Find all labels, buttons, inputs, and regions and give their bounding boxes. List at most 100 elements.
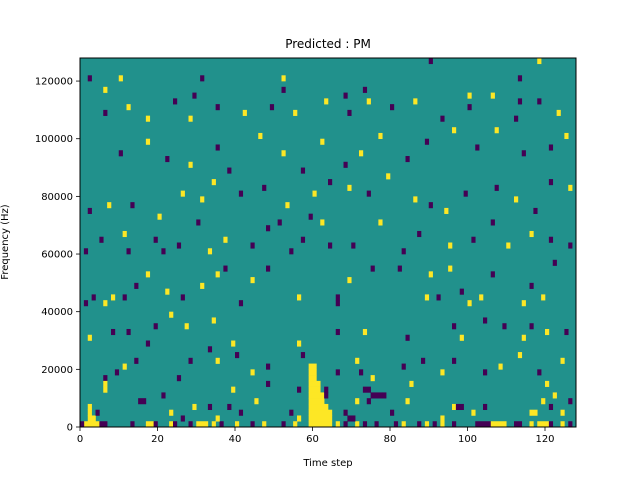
heatmap-cell	[556, 109, 561, 116]
heatmap-cell	[537, 98, 542, 105]
heatmap-cell	[134, 282, 139, 289]
y-tick-label: 100000	[35, 134, 73, 145]
heatmap-cell	[235, 352, 240, 359]
heatmap-cell	[436, 294, 441, 301]
heatmap-cell	[122, 230, 127, 238]
heatmap-cell	[355, 398, 360, 405]
heatmap-cell	[424, 138, 430, 145]
heatmap-cell	[401, 421, 406, 428]
heatmap-cell	[548, 403, 554, 411]
chart-title: Predicted : PM	[285, 37, 371, 51]
heatmap-cell	[254, 398, 259, 405]
heatmap-cell	[533, 207, 538, 214]
heatmap-cell	[517, 352, 523, 359]
heatmap-cell	[324, 98, 329, 105]
heatmap-cell	[227, 403, 232, 411]
heatmap-cell	[211, 179, 216, 186]
heatmap-cell	[545, 328, 550, 336]
heatmap-cell	[370, 265, 375, 272]
heatmap-cell	[366, 190, 371, 197]
heatmap-cell	[355, 421, 360, 428]
heatmap-cell	[99, 236, 104, 243]
heatmap-cell	[145, 115, 151, 122]
heatmap-cell	[483, 317, 488, 324]
heatmap-cell	[452, 403, 457, 411]
heatmap-cell	[440, 369, 445, 376]
heatmap-cell	[444, 207, 449, 214]
heatmap-cell	[87, 75, 92, 82]
heatmap-cell	[494, 127, 499, 134]
heatmap-cell	[320, 219, 325, 226]
heatmap-cell	[560, 421, 565, 428]
heatmap-cell	[235, 421, 240, 428]
heatmap-cell	[424, 294, 430, 301]
heatmap-cell	[231, 386, 236, 393]
heatmap-cell	[548, 179, 554, 186]
heatmap-cell	[266, 265, 271, 272]
heatmap-cell	[130, 202, 135, 209]
heatmap-cell	[568, 184, 573, 191]
heatmap-cell	[475, 144, 480, 151]
heatmap-cell	[359, 150, 364, 157]
heatmap-cell	[452, 421, 457, 428]
heatmap-cell	[300, 167, 306, 174]
heatmap-cell	[378, 132, 383, 140]
heatmap-cell	[490, 421, 507, 428]
heatmap-cell	[180, 294, 185, 301]
heatmap-cell	[440, 415, 445, 422]
heatmap-cell	[335, 300, 340, 307]
y-tick-label: 60000	[41, 250, 73, 261]
x-axis: 0 20 40 60 80 100 120	[77, 427, 555, 445]
heatmap-cell	[281, 86, 286, 93]
heatmap-cell	[347, 415, 356, 422]
heatmap-cell	[165, 156, 170, 163]
y-tick-label: 120000	[35, 77, 73, 88]
heatmap-cell	[250, 277, 255, 284]
heatmap-cell	[498, 363, 503, 370]
heatmap-cell	[238, 190, 244, 197]
x-tick-label: 80	[384, 434, 397, 445]
heatmap-cell	[157, 213, 162, 220]
heatmap-cell	[207, 346, 213, 353]
heatmap-cell	[227, 167, 232, 174]
heatmap-cell	[463, 190, 468, 197]
heatmap-cell	[506, 242, 511, 249]
heatmap-cell	[250, 421, 255, 428]
heatmap-cell	[405, 156, 410, 163]
heatmap-cell	[417, 230, 422, 238]
heatmap-cell	[242, 109, 247, 116]
heatmap-cell	[200, 196, 205, 203]
heatmap-cell	[297, 386, 302, 393]
heatmap-cell	[452, 357, 457, 364]
heatmap-cell	[87, 403, 92, 411]
heatmap-cell	[335, 294, 340, 301]
heatmap-cell	[428, 202, 433, 209]
x-tick-label: 120	[535, 434, 554, 445]
heatmap-cell	[103, 386, 108, 393]
heatmap-cell	[568, 421, 573, 428]
heatmap-cell	[490, 271, 495, 278]
heatmap-cell	[308, 421, 333, 428]
heatmap-cell	[297, 294, 302, 301]
x-tick-label: 60	[306, 434, 319, 445]
heatmap-cell	[421, 357, 426, 364]
heatmap-cell	[351, 242, 356, 249]
heatmap-cell	[428, 58, 433, 65]
heatmap-cell	[405, 398, 410, 405]
x-tick-label: 0	[77, 434, 83, 445]
heatmap-cell	[386, 173, 391, 180]
heatmap-cell	[300, 352, 306, 359]
heatmap-cell	[335, 421, 340, 428]
heatmap-cell	[308, 213, 313, 220]
heatmap-cell	[335, 369, 340, 376]
x-tick-label: 100	[458, 434, 477, 445]
heatmap-cell	[494, 184, 499, 191]
heatmap-cell	[188, 421, 193, 428]
heatmap-cell	[514, 196, 519, 203]
heatmap-cell	[490, 219, 495, 226]
heatmap-cell	[215, 415, 220, 422]
heatmap-cell	[440, 421, 445, 428]
heatmap-cell	[560, 357, 565, 364]
heatmap-cell	[138, 398, 147, 405]
